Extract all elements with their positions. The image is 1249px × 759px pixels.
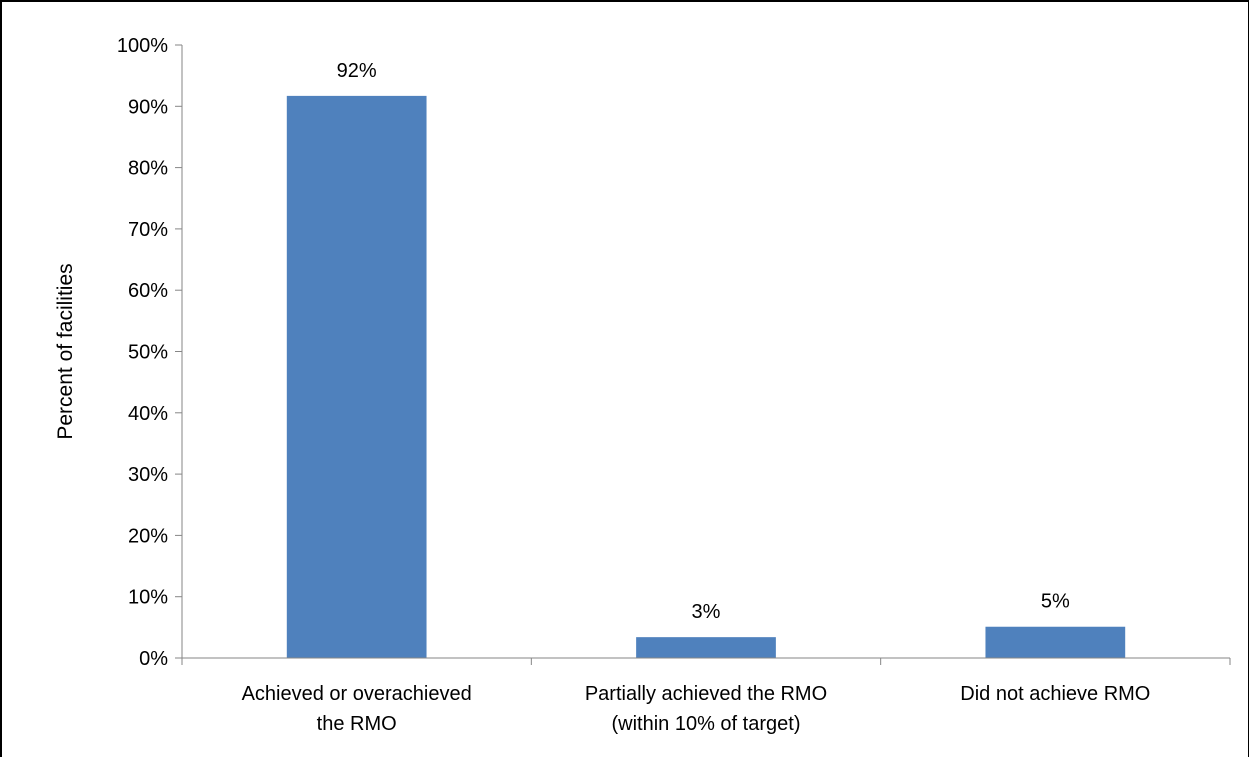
y-axis: 0% 10% 20% 30% 40% 50% 60% 70% 80% 90% 100% — [117, 35, 183, 670]
x-category-label: Achieved or overachieved the RMO — [242, 683, 472, 735]
y-tick-label: 50% — [128, 342, 168, 364]
bar — [286, 95, 427, 658]
y-tick-label: 10% — [128, 587, 168, 609]
y-tick-label: 60% — [128, 280, 168, 302]
y-tick-label: 0% — [139, 648, 168, 670]
bar — [985, 626, 1126, 658]
x-category-label: Partially achieved the RMO (within 10% of… — [585, 683, 827, 735]
bar — [636, 637, 776, 658]
x-category-label: Did not achieve RMO — [960, 683, 1150, 705]
bars: 92% 3% 5% — [286, 60, 1126, 658]
x-category-label-line: (within 10% of target) — [612, 713, 801, 735]
x-axis: Achieved or overachieved the RMO Partially… — [181, 657, 1231, 735]
y-tick-label: 80% — [128, 158, 168, 180]
y-axis-title-group: Percent of facilities — [54, 263, 77, 439]
x-category-label-line: Partially achieved the RMO — [585, 683, 827, 705]
y-tick-label: 20% — [128, 525, 168, 547]
y-tick-label: 100% — [117, 35, 168, 57]
y-tick-label: 30% — [128, 464, 168, 486]
y-tick-label: 90% — [128, 96, 168, 118]
x-category-label-line: the RMO — [317, 713, 397, 735]
y-tick-label: 40% — [128, 403, 168, 425]
bar-data-label: 92% — [337, 60, 377, 82]
bar-data-label: 3% — [692, 601, 721, 623]
x-category-label-line: Achieved or overachieved — [242, 683, 472, 705]
x-category-label-line: Did not achieve RMO — [960, 683, 1150, 705]
y-tick-label: 70% — [128, 219, 168, 241]
bar-data-label: 5% — [1041, 591, 1070, 613]
y-axis-title: Percent of facilities — [54, 263, 77, 439]
